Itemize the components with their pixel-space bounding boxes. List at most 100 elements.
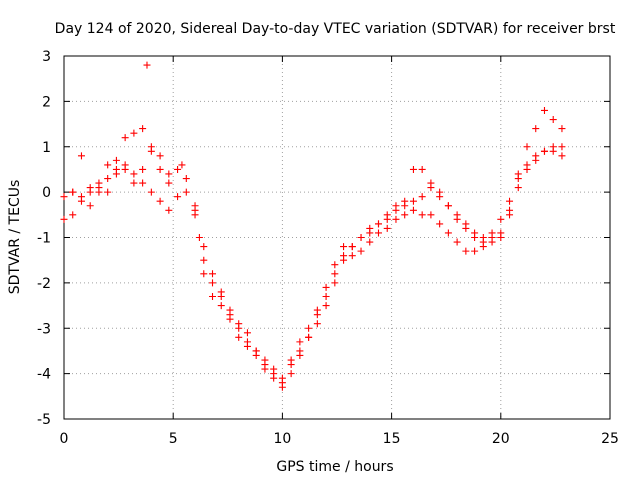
data-point — [112, 156, 120, 164]
data-point — [209, 292, 217, 300]
data-point — [532, 156, 540, 164]
data-point — [305, 324, 313, 332]
data-point — [392, 215, 400, 223]
data-point — [200, 270, 208, 278]
data-point — [165, 170, 173, 178]
data-point — [322, 283, 330, 291]
data-point — [147, 188, 155, 196]
data-point — [174, 193, 182, 201]
y-tick-label: -1 — [37, 231, 51, 247]
data-point — [104, 175, 112, 183]
data-point — [235, 320, 243, 328]
data-point — [514, 184, 522, 192]
data-point — [322, 292, 330, 300]
data-point — [340, 256, 348, 264]
data-point — [497, 215, 505, 223]
data-point — [401, 211, 409, 219]
data-point — [60, 215, 68, 223]
data-point — [296, 338, 304, 346]
data-point — [409, 165, 417, 173]
y-tick-label: -3 — [37, 321, 51, 337]
data-point — [374, 229, 382, 237]
data-point — [348, 243, 356, 251]
x-tick-label: 20 — [492, 431, 510, 447]
data-point — [130, 129, 138, 137]
data-point — [444, 202, 452, 210]
data-point — [130, 179, 138, 187]
y-tick-label: -2 — [37, 276, 51, 292]
data-point — [322, 302, 330, 310]
data-point — [313, 320, 321, 328]
y-tick-label: 3 — [42, 49, 51, 65]
data-point — [296, 347, 304, 355]
data-point — [453, 238, 461, 246]
data-point — [558, 143, 566, 151]
data-point — [104, 161, 112, 169]
data-point — [532, 125, 540, 133]
data-point — [69, 188, 77, 196]
data-point — [436, 220, 444, 228]
data-point — [69, 211, 77, 219]
data-point — [514, 175, 522, 183]
data-point — [195, 234, 203, 241]
data-point — [558, 152, 566, 160]
data-point — [156, 197, 164, 205]
data-point — [261, 356, 269, 364]
data-point — [226, 311, 234, 319]
data-point — [558, 125, 566, 133]
data-point — [200, 256, 208, 264]
data-point — [497, 229, 505, 237]
data-point — [139, 179, 147, 187]
data-point — [252, 347, 260, 355]
x-axis-label: GPS time / hours — [276, 459, 393, 475]
data-point — [418, 193, 426, 201]
data-point — [143, 61, 151, 69]
data-point — [462, 224, 470, 232]
data-point — [156, 165, 164, 173]
y-axis-label: SDTVAR / TECUs — [7, 180, 23, 295]
data-point — [243, 329, 251, 337]
data-point — [209, 279, 217, 287]
axis-ticks: 0 5 10 15 20 25 -5 -4 -3 -2 -1 0 1 2 3 — [37, 49, 619, 447]
x-tick-label: 25 — [601, 431, 619, 447]
data-point — [357, 247, 365, 255]
data-point — [147, 147, 155, 155]
data-point — [86, 202, 94, 210]
data-point — [427, 184, 435, 192]
data-point — [287, 370, 295, 378]
series-1 — [60, 61, 566, 391]
data-point — [488, 234, 496, 241]
data-point — [540, 106, 548, 114]
x-tick-label: 5 — [169, 431, 178, 447]
y-tick-label: -5 — [37, 412, 51, 428]
data-point — [549, 143, 557, 151]
data-point — [427, 211, 435, 219]
data-point — [112, 165, 120, 173]
data-point — [209, 270, 217, 278]
data-series — [60, 61, 566, 391]
data-point — [549, 116, 557, 124]
data-point — [462, 247, 470, 255]
x-tick-label: 15 — [383, 431, 401, 447]
y-tick-label: 1 — [42, 140, 51, 156]
data-point — [191, 202, 199, 210]
data-point — [523, 143, 531, 151]
data-point — [217, 302, 225, 310]
data-point — [165, 206, 173, 214]
data-point — [217, 292, 225, 300]
data-point — [479, 238, 487, 246]
data-point — [121, 165, 129, 173]
data-point — [121, 134, 129, 142]
data-point — [366, 238, 374, 246]
x-tick-label: 10 — [273, 431, 291, 447]
data-point — [60, 193, 68, 201]
data-point — [165, 179, 173, 187]
data-point — [200, 243, 208, 251]
data-point — [331, 279, 339, 287]
y-tick-label: -4 — [37, 367, 51, 383]
data-point — [340, 243, 348, 251]
data-point — [506, 211, 514, 219]
data-point — [178, 161, 186, 169]
data-point — [444, 229, 452, 237]
